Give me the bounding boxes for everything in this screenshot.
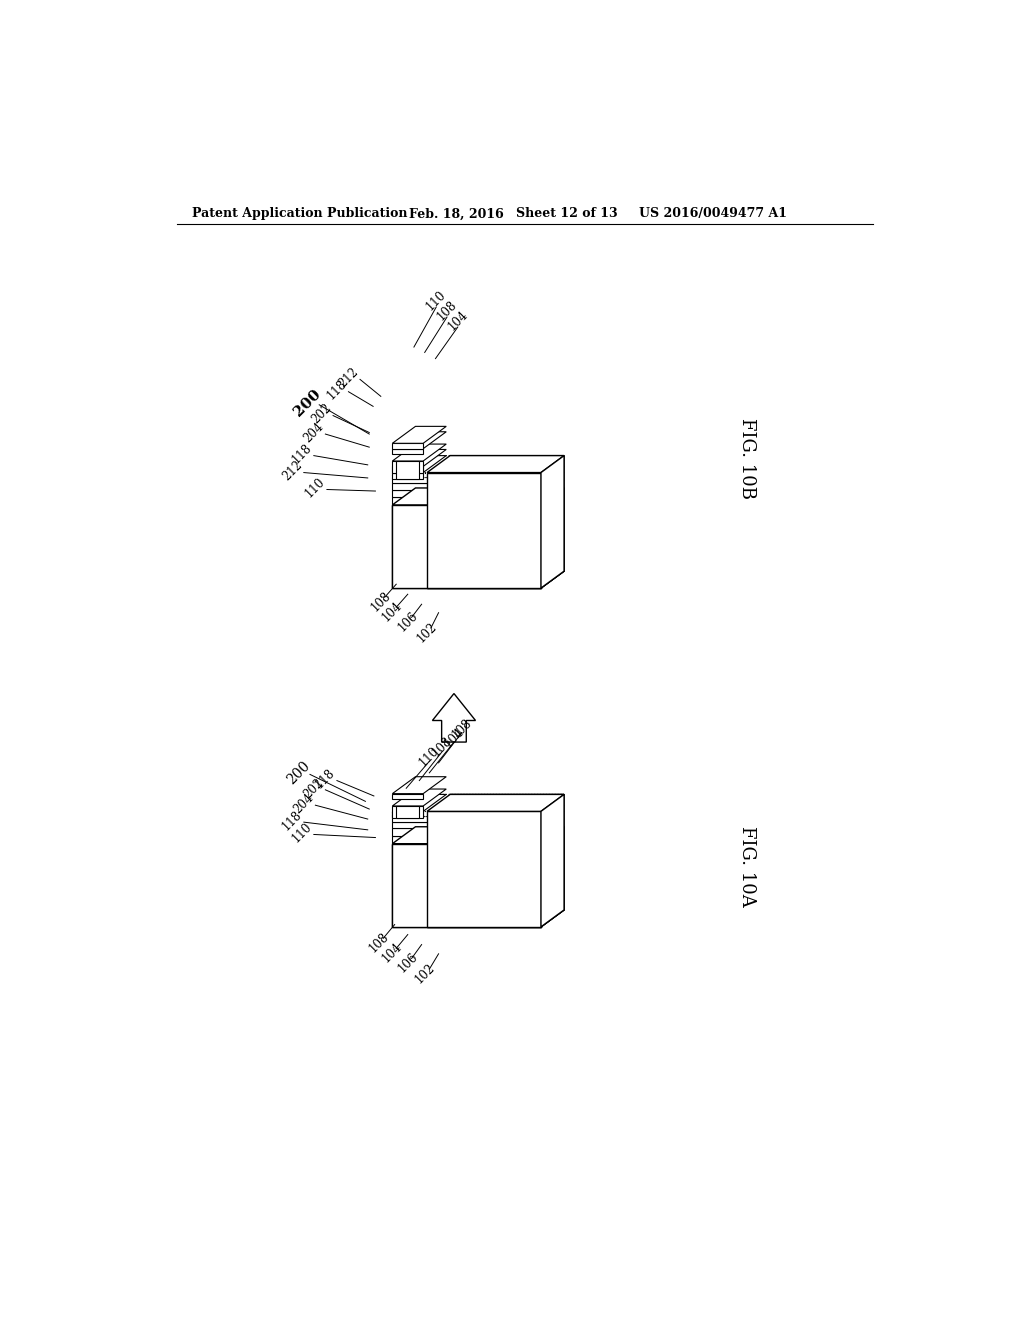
Text: 104: 104 [441,725,467,750]
Polygon shape [392,480,564,498]
Text: 110: 110 [303,475,328,500]
Text: 102: 102 [413,961,438,986]
Text: 106: 106 [395,610,420,635]
Polygon shape [392,805,564,822]
Polygon shape [541,455,564,589]
Polygon shape [392,426,446,444]
Polygon shape [396,807,419,818]
Polygon shape [392,829,541,836]
Polygon shape [392,506,541,589]
Polygon shape [392,836,541,843]
Text: 108: 108 [434,298,460,323]
Text: 106: 106 [395,950,420,975]
Polygon shape [392,466,423,471]
Text: 212: 212 [336,366,360,391]
Polygon shape [392,812,541,816]
Polygon shape [541,488,564,589]
Polygon shape [541,795,564,927]
Text: 212: 212 [280,458,305,483]
Text: 110: 110 [417,744,441,770]
Polygon shape [392,816,541,822]
Polygon shape [392,490,541,498]
Polygon shape [392,444,446,461]
Polygon shape [392,461,564,478]
Polygon shape [392,466,564,483]
Polygon shape [427,795,564,812]
Text: 108: 108 [367,931,392,956]
Polygon shape [541,826,564,927]
Polygon shape [392,461,423,474]
Polygon shape [392,807,423,818]
Text: 202: 202 [309,401,334,426]
Polygon shape [392,506,541,589]
Polygon shape [392,818,564,836]
Polygon shape [392,449,423,454]
Text: 104: 104 [380,599,404,624]
Text: Sheet 12 of 13: Sheet 12 of 13 [515,207,617,220]
Polygon shape [392,488,564,506]
Polygon shape [392,776,446,793]
Text: US 2016/0049477 A1: US 2016/0049477 A1 [639,207,786,220]
Text: 118: 118 [290,442,314,466]
Polygon shape [541,455,564,589]
Polygon shape [392,826,564,843]
Polygon shape [427,812,541,927]
Polygon shape [427,812,541,927]
Polygon shape [392,473,541,478]
Polygon shape [427,455,564,473]
Polygon shape [392,822,541,829]
Text: 108: 108 [430,734,455,759]
Text: 204: 204 [291,791,316,816]
Text: 200: 200 [292,387,324,420]
Polygon shape [392,826,564,843]
Polygon shape [392,473,423,479]
Text: 108: 108 [369,590,393,614]
Text: 118: 118 [313,767,338,792]
Text: FIG. 10B: FIG. 10B [737,418,756,499]
Text: 204: 204 [301,420,327,445]
Text: 110: 110 [290,821,314,845]
Polygon shape [392,488,564,506]
Text: 102: 102 [415,620,439,645]
Polygon shape [392,789,446,807]
Text: 118: 118 [325,378,349,403]
Text: 202: 202 [301,776,327,801]
Text: Patent Application Publication: Patent Application Publication [193,207,408,220]
Text: 110: 110 [424,288,449,313]
Text: 118: 118 [280,808,305,833]
Polygon shape [392,432,446,449]
Text: 104: 104 [445,309,470,334]
Polygon shape [392,449,446,466]
Text: 104: 104 [380,941,404,965]
Polygon shape [392,455,564,473]
Polygon shape [392,473,564,490]
Text: 108: 108 [450,715,474,741]
Polygon shape [392,498,541,506]
Polygon shape [392,793,423,799]
Polygon shape [392,843,541,927]
Polygon shape [541,795,564,927]
Text: Feb. 18, 2016: Feb. 18, 2016 [410,207,504,220]
Polygon shape [392,812,564,829]
Polygon shape [392,795,564,812]
Polygon shape [427,455,564,473]
Polygon shape [392,812,423,817]
Polygon shape [427,473,541,589]
Polygon shape [427,795,564,812]
Polygon shape [396,461,419,479]
Polygon shape [392,799,564,816]
Polygon shape [392,843,541,927]
Polygon shape [392,444,423,449]
Polygon shape [392,483,541,490]
Polygon shape [392,455,446,473]
Polygon shape [392,478,541,483]
Polygon shape [392,795,446,812]
Text: 200: 200 [285,759,312,787]
Polygon shape [541,826,564,927]
Polygon shape [427,473,541,589]
Polygon shape [432,693,475,742]
Polygon shape [541,488,564,589]
Text: FIG. 10A: FIG. 10A [737,826,756,907]
